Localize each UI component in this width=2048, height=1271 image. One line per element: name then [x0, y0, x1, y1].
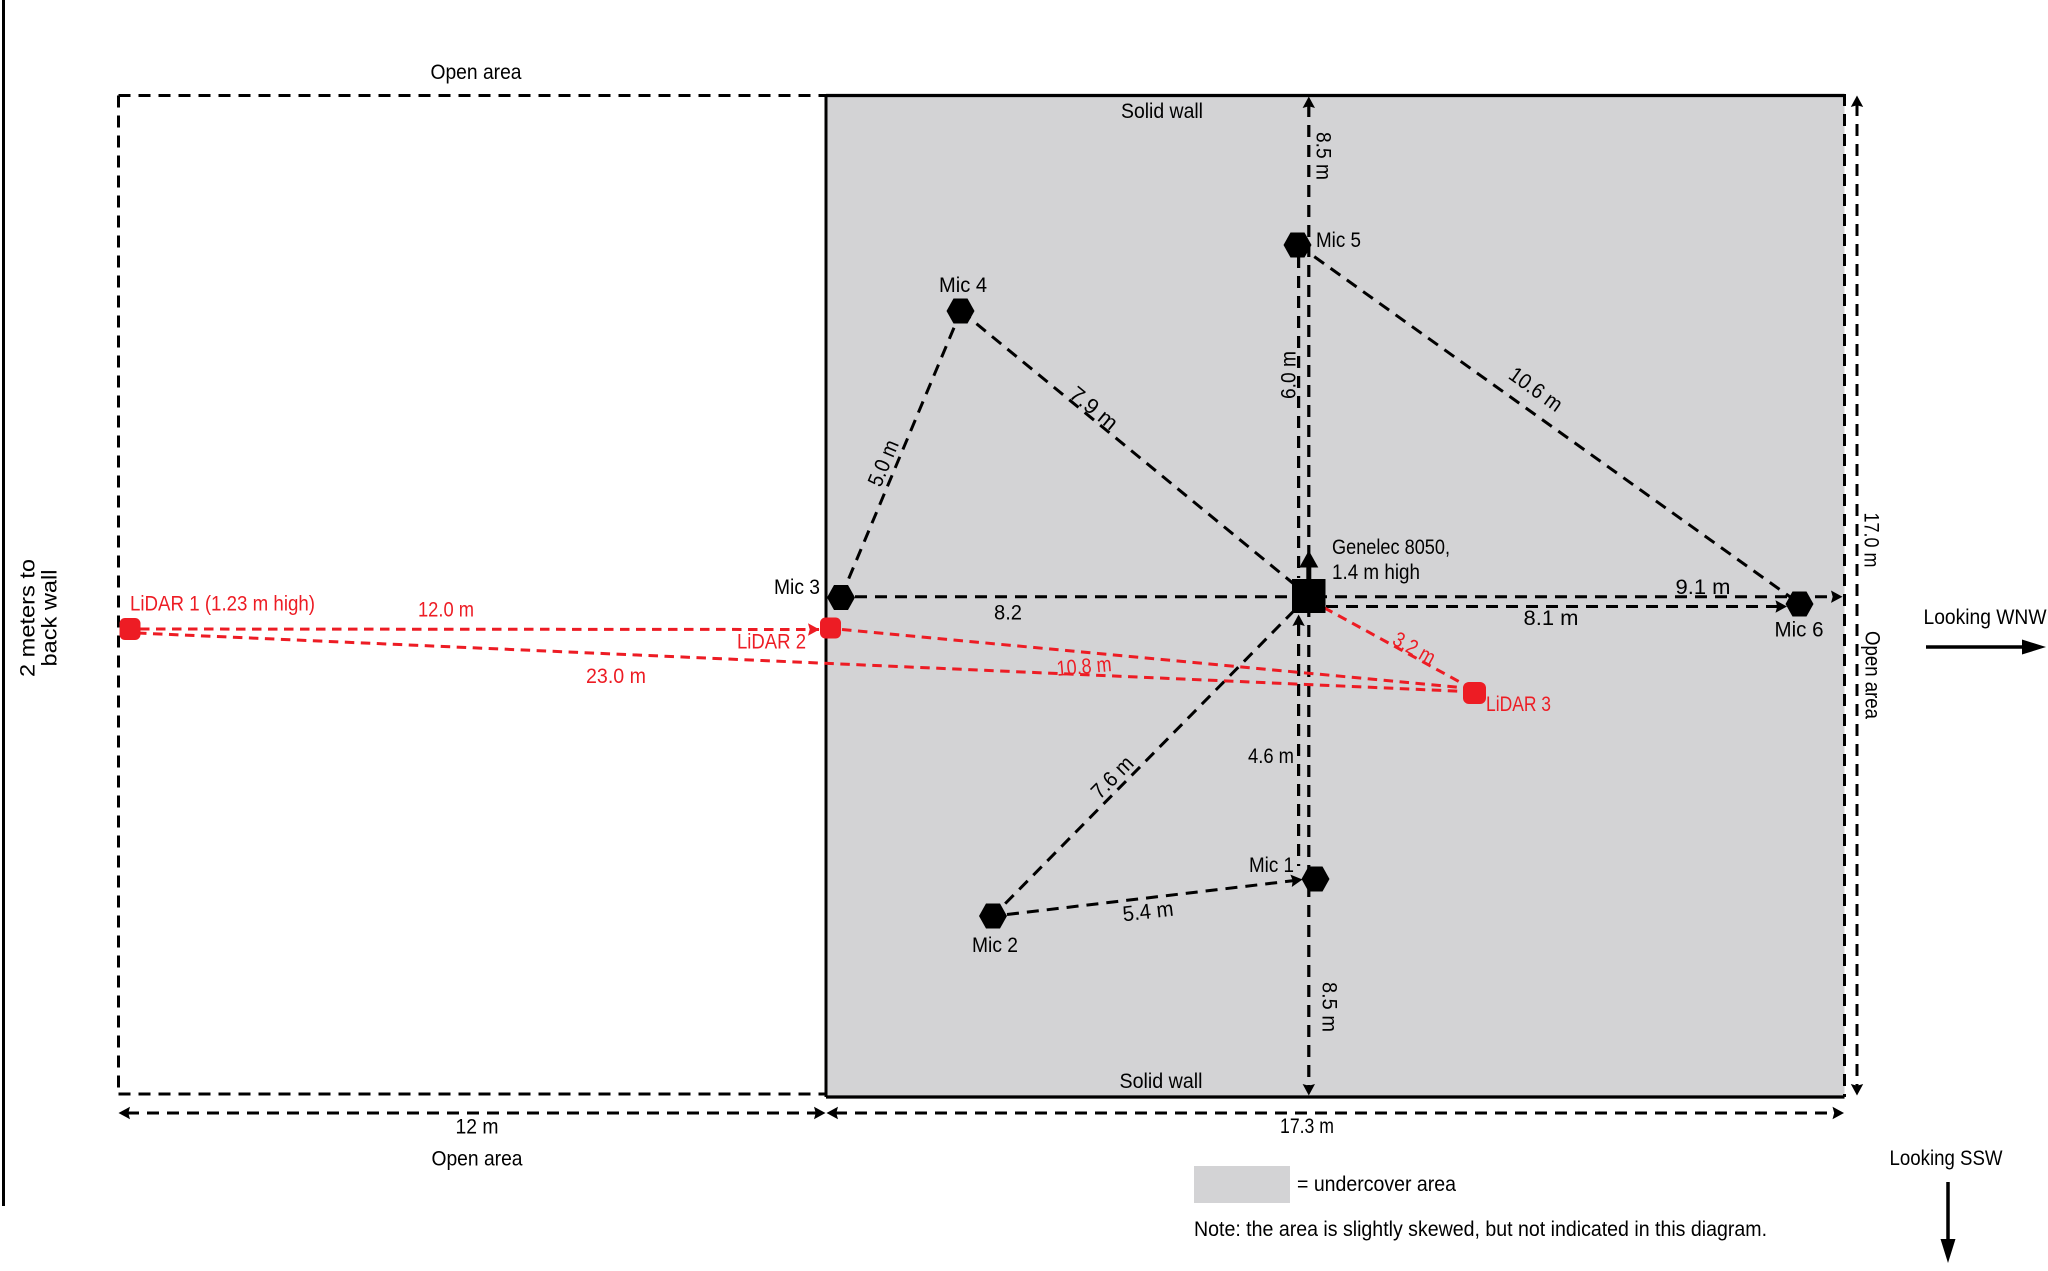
svg-text:LiDAR 2: LiDAR 2: [737, 630, 806, 654]
svg-text:1.4 m high: 1.4 m high: [1332, 560, 1420, 584]
svg-text:LiDAR 1 (1.23 m high): LiDAR 1 (1.23 m high): [130, 592, 315, 616]
svg-text:Open area: Open area: [432, 1147, 523, 1171]
svg-text:Looking SSW: Looking SSW: [1890, 1146, 2004, 1170]
svg-text:Note: the area is slightly ske: Note: the area is slightly skewed, but n…: [1194, 1217, 1767, 1241]
svg-text:17.3 m: 17.3 m: [1280, 1114, 1334, 1138]
svg-text:Genelec 8050,: Genelec 8050,: [1332, 535, 1450, 559]
svg-text:Solid wall: Solid wall: [1120, 1069, 1203, 1093]
svg-text:8.1 m: 8.1 m: [1524, 606, 1579, 630]
svg-text:6.0 m: 6.0 m: [1277, 351, 1301, 399]
svg-text:23.0 m: 23.0 m: [586, 664, 646, 688]
svg-text:LiDAR 3: LiDAR 3: [1486, 692, 1551, 716]
svg-text:Mic 1: Mic 1: [1249, 853, 1294, 877]
svg-text:9.1 m: 9.1 m: [1676, 575, 1731, 599]
svg-text:8.5 m: 8.5 m: [1311, 132, 1335, 180]
svg-text:Open area: Open area: [1860, 631, 1884, 719]
svg-text:Mic 2: Mic 2: [972, 933, 1018, 957]
svg-text:= undercover area: = undercover area: [1297, 1172, 1456, 1196]
svg-text:2 meters to: 2 meters to: [16, 559, 40, 677]
svg-text:12 m: 12 m: [456, 1115, 499, 1139]
svg-text:4.6 m: 4.6 m: [1248, 744, 1294, 768]
svg-text:Mic 5: Mic 5: [1316, 228, 1361, 252]
svg-text:10.8 m: 10.8 m: [1056, 652, 1113, 681]
svg-text:8.2: 8.2: [994, 601, 1022, 625]
svg-text:Looking WNW: Looking WNW: [1924, 605, 2048, 629]
svg-text:Mic 6: Mic 6: [1775, 618, 1824, 642]
svg-text:Mic 3: Mic 3: [774, 575, 820, 599]
svg-text:17.0 m: 17.0 m: [1859, 513, 1883, 568]
svg-text:Open area: Open area: [431, 60, 522, 84]
svg-text:Solid wall: Solid wall: [1121, 99, 1203, 123]
svg-text:back wall: back wall: [38, 570, 62, 667]
svg-text:12.0 m: 12.0 m: [418, 598, 474, 622]
svg-text:Mic 4: Mic 4: [939, 273, 987, 297]
svg-text:8.5 m: 8.5 m: [1317, 982, 1341, 1032]
svg-text:5.4 m: 5.4 m: [1121, 897, 1174, 927]
